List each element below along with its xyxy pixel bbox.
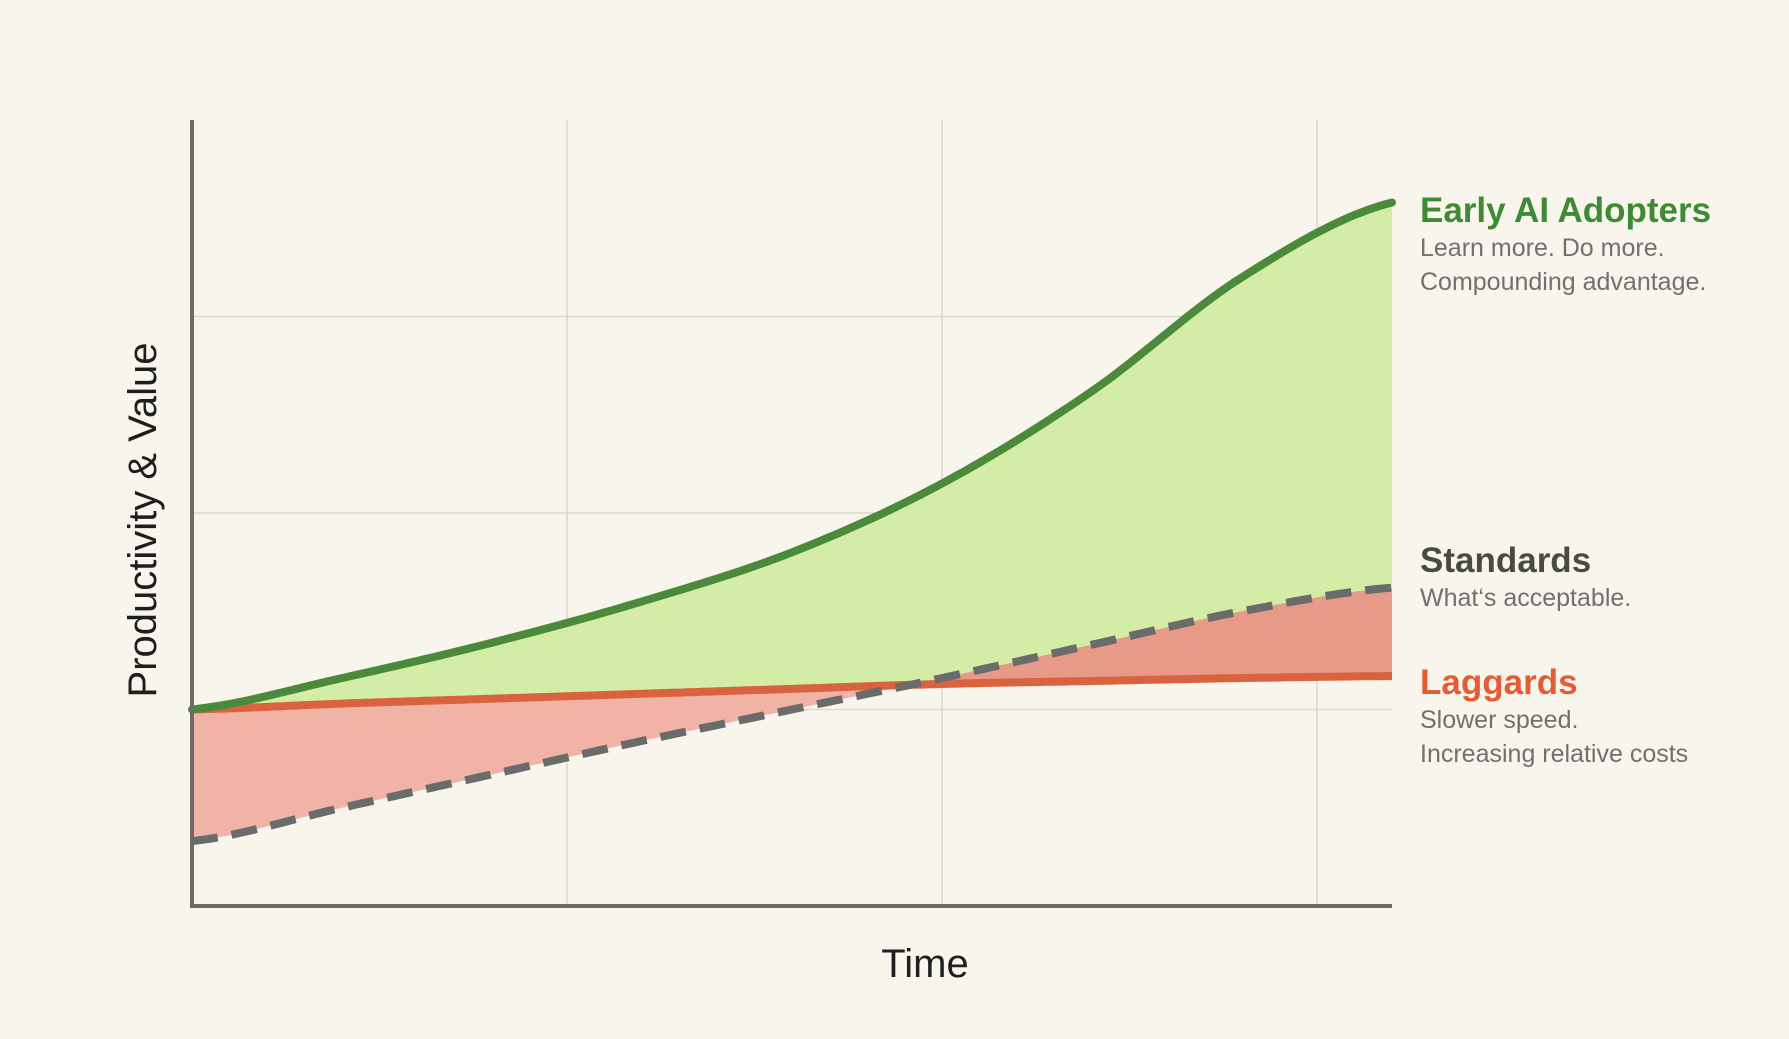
series-lines [188,198,1396,846]
legend-early-adopters: Early AI Adopters Learn more. Do more. C… [1420,191,1711,296]
axes [190,120,1392,908]
line-laggards [191,672,1392,714]
line-early-adopters [188,198,1396,714]
laggards-title: Laggards [1420,663,1578,702]
legend-standards: Standards What‘s acceptable. [1420,541,1631,612]
adopters-desc-line-1: Learn more. Do more. [1420,234,1665,262]
laggards-desc-line-1: Slower speed. [1420,706,1578,734]
y-axis-label: Productivity & Value [121,343,165,698]
fill-laggards-below-standard [192,684,912,842]
fill-adopters-gap [192,202,1392,710]
adopters-title: Early AI Adopters [1420,191,1711,230]
standards-desc-line-1: What‘s acceptable. [1420,584,1631,612]
line-standards [191,583,1393,846]
laggards-desc-line-2: Increasing relative costs [1420,740,1688,768]
legend-laggards: Laggards Slower speed. Increasing relati… [1420,663,1688,768]
adopters-desc-line-2: Compounding advantage. [1420,268,1706,296]
standards-title: Standards [1420,541,1591,580]
x-axis-label: Time [881,942,968,986]
